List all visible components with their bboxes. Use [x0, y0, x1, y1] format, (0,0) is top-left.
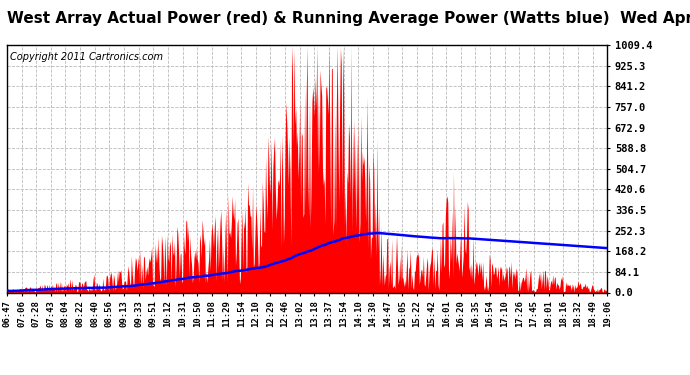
Text: West Array Actual Power (red) & Running Average Power (Watts blue)  Wed Apr 20 1: West Array Actual Power (red) & Running …: [7, 11, 690, 26]
Text: Copyright 2011 Cartronics.com: Copyright 2011 Cartronics.com: [10, 53, 163, 62]
